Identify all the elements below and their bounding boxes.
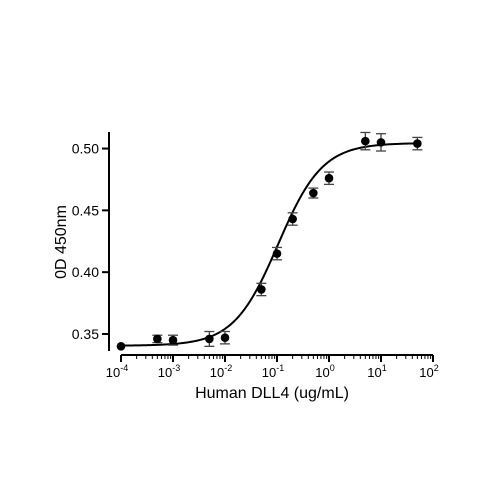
y-axis-ticks: 0.35 0.40 0.45 0.50 <box>72 141 109 342</box>
data-point <box>220 333 230 342</box>
y-tick-label: 0.40 <box>72 264 99 280</box>
data-point <box>153 334 162 344</box>
x-tick-label: 10-1 <box>262 363 284 380</box>
x-tick-base: 10 <box>315 365 329 380</box>
y-tick-label: 0.45 <box>72 202 99 218</box>
x-tick-base: 10 <box>419 365 433 380</box>
data-point-layer <box>116 136 422 351</box>
x-tick-exponent: 1 <box>382 363 387 373</box>
x-tick-base: 10 <box>262 365 276 380</box>
y-tick-label: 0.50 <box>72 141 99 157</box>
data-point <box>168 335 178 345</box>
x-axis-ticks: 10-4 10-3 10-2 10-1 100 101 102 <box>106 355 439 380</box>
data-point <box>413 139 422 148</box>
x-tick-label: 10-3 <box>158 363 180 380</box>
y-axis-title: 0D 450nm <box>53 205 70 279</box>
x-tick-label: 100 <box>315 363 334 380</box>
x-tick-exponent: -2 <box>224 363 232 373</box>
errorbar-layer <box>152 131 423 347</box>
data-point <box>376 138 386 147</box>
x-tick-exponent: 2 <box>434 363 439 373</box>
data-point <box>361 136 370 146</box>
fit-curve-layer <box>120 142 418 347</box>
data-point <box>324 173 334 183</box>
data-point <box>116 342 126 351</box>
y-tick-label: 0.35 <box>72 326 99 342</box>
axes <box>108 132 433 356</box>
x-tick-exponent: -4 <box>120 363 128 373</box>
data-point <box>205 334 214 344</box>
x-tick-label: 10-4 <box>106 363 128 380</box>
fit-curve <box>120 142 418 347</box>
x-tick-base: 10 <box>158 365 172 380</box>
x-tick-exponent: -3 <box>172 363 180 373</box>
data-point <box>257 285 266 294</box>
x-axis-title: Human DLL4 (ug/mL) <box>195 385 349 402</box>
x-tick-exponent: 0 <box>330 363 335 373</box>
data-point <box>288 214 297 224</box>
data-point <box>272 249 282 258</box>
x-tick-base: 10 <box>367 365 381 380</box>
data-point <box>309 188 318 198</box>
x-tick-base: 10 <box>210 365 224 380</box>
x-tick-exponent: -1 <box>276 363 284 373</box>
x-tick-label: 101 <box>367 363 386 380</box>
x-tick-label: 10-2 <box>210 363 232 380</box>
x-tick-label: 102 <box>419 363 438 380</box>
x-tick-base: 10 <box>106 365 120 380</box>
